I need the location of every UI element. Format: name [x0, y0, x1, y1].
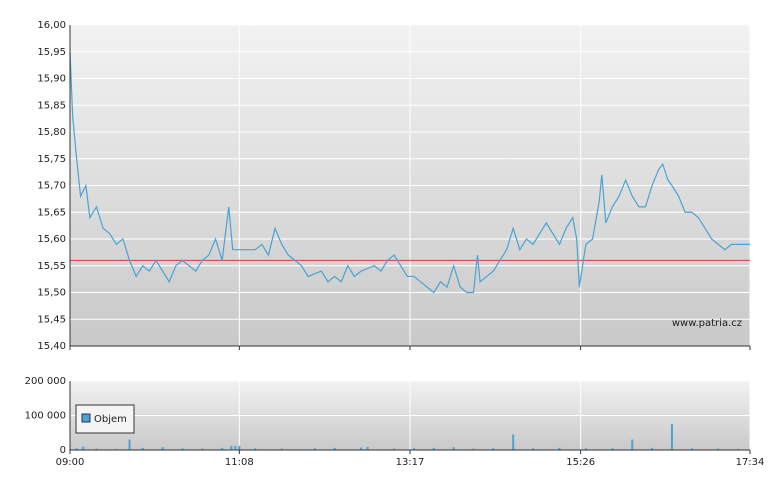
y-tick-label: 100 000: [25, 411, 66, 422]
volume-bar: [412, 448, 415, 450]
volume-bar: [181, 448, 184, 450]
x-tick-label: 11:08: [225, 457, 254, 468]
volume-bar: [333, 447, 336, 450]
volume-bar: [161, 447, 164, 450]
volume-bar: [313, 448, 316, 450]
y-tick-label: 15,95: [37, 47, 66, 58]
volume-bar: [393, 448, 396, 450]
volume-bar: [737, 448, 740, 450]
price-line: [69, 51, 750, 294]
volume-bar: [366, 446, 369, 450]
volume-bar: [651, 447, 654, 450]
y-tick-label: 16,00: [37, 20, 66, 31]
legend: [75, 404, 135, 434]
volume-bar: [128, 439, 131, 450]
volume-bar: [492, 448, 495, 450]
y-tick-label: 0: [60, 445, 66, 456]
legend-swatch: [81, 413, 91, 423]
layer: 15,40 15,45 15,50 15,55 15,60 15,65 15,70 15,75…: [25, 20, 765, 468]
y-tick-label: 15,45: [37, 314, 66, 325]
x-tick-label: 09:00: [56, 457, 85, 468]
y-tick-label: 15,60: [37, 234, 66, 245]
volume-bar: [584, 448, 587, 450]
volume-bar: [221, 447, 224, 450]
volume-bar: [238, 445, 241, 450]
volume-bar: [472, 448, 475, 450]
y-tick-label: 15,75: [37, 154, 66, 165]
volume-bar: [532, 448, 535, 450]
volume-bar: [201, 448, 204, 450]
y-tick-label: 15,85: [37, 100, 66, 111]
volume-bar: [432, 447, 435, 450]
y-tick-label: 15,55: [37, 261, 66, 272]
x-tick-label: 15:26: [566, 457, 595, 468]
y-tick-label: 15,65: [37, 207, 66, 218]
x-tick-label: 17:34: [736, 457, 765, 468]
volume-bar: [230, 445, 233, 450]
watermark: www.patria.cz: [672, 318, 742, 329]
y-tick-label: 200 000: [25, 376, 66, 387]
volume-bar: [280, 448, 283, 450]
volume-bar: [452, 447, 455, 450]
volume-bar: [717, 448, 720, 450]
y-tick-label: 15,50: [37, 288, 66, 299]
volume-bar: [631, 439, 634, 450]
volume-bar: [82, 446, 85, 450]
volume-bar: [75, 448, 78, 450]
volume-bar: [141, 447, 144, 450]
volume-bar: [558, 447, 561, 450]
volume-bar: [512, 434, 515, 450]
volume-bar: [115, 448, 118, 450]
y-tick-label: 15,80: [37, 127, 66, 138]
volume-bar: [254, 448, 257, 450]
y-tick-label: 15,70: [37, 181, 66, 192]
volume-bar: [611, 448, 614, 450]
x-tick-label: 13:17: [396, 457, 425, 468]
volume-bar: [360, 447, 363, 450]
legend-label: Objem: [94, 414, 127, 425]
volume-bar: [690, 448, 693, 450]
y-tick-label: 15,40: [37, 341, 66, 352]
volume-bar: [234, 445, 237, 450]
volume-bar: [95, 448, 98, 450]
y-tick-label: 15,90: [37, 74, 66, 85]
volume-bar: [670, 424, 673, 450]
